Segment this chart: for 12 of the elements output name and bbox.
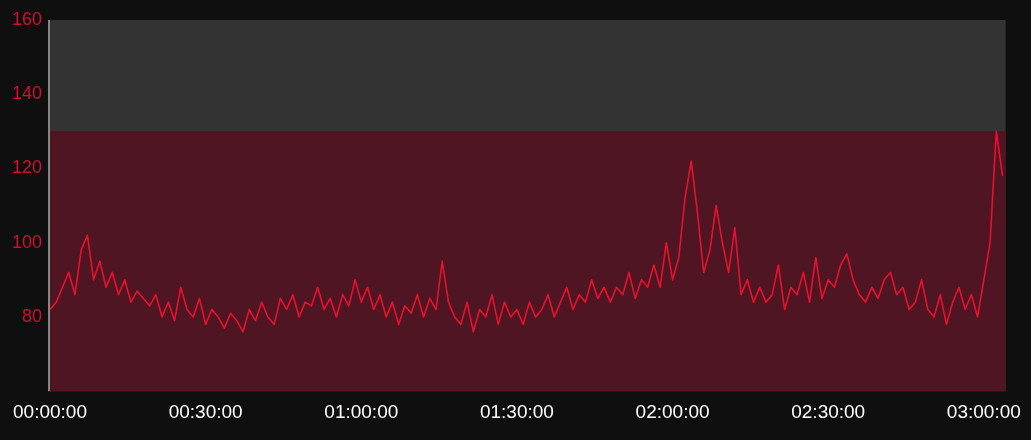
x-tick-label: 00:30:00 — [168, 400, 243, 422]
y-tick-label: 120 — [11, 157, 43, 178]
y-tick-label: 140 — [11, 83, 43, 104]
x-tick-label: 02:30:00 — [791, 400, 866, 422]
x-tick-label: 01:00:00 — [324, 400, 399, 422]
x-tick-label: 01:30:00 — [479, 400, 554, 422]
x-tick-label: 03:00:00 — [946, 400, 1021, 422]
y-tick-label: 80 — [22, 305, 43, 326]
y-tick-label: 100 — [11, 231, 43, 252]
y-tick-label: 160 — [11, 8, 43, 29]
x-tick-label: 02:00:00 — [635, 400, 710, 422]
x-tick-label: 00:00:00 — [13, 400, 88, 422]
